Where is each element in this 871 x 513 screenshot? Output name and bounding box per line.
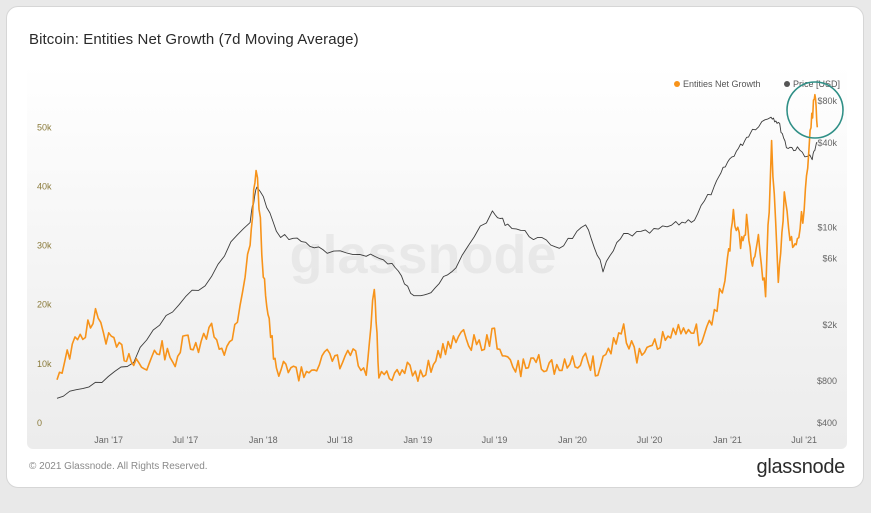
- x-axis-tick: Jul '21: [791, 435, 817, 445]
- x-axis-tick: Jan '21: [713, 435, 742, 445]
- x-axis-tick: Jan '17: [94, 435, 123, 445]
- highlight-circle: [786, 81, 844, 139]
- x-axis-tick: Jan '19: [404, 435, 433, 445]
- entities-net-growth-line: [56, 93, 819, 382]
- right-axis-tick: $10k: [817, 222, 837, 232]
- left-axis-tick: 20k: [37, 300, 52, 310]
- left-axis-tick: 0: [37, 418, 42, 428]
- brand-logo: glassnode: [756, 456, 846, 478]
- right-axis-tick: $80k: [817, 96, 837, 106]
- legend-swatch-net-growth: [674, 81, 680, 87]
- x-axis-tick: Jan '18: [249, 435, 278, 445]
- x-axis-tick: Jan '20: [558, 435, 587, 445]
- legend-label-net-growth: Entities Net Growth: [683, 79, 761, 89]
- x-axis-tick: Jul '19: [482, 435, 508, 445]
- legend-label-price: Price [USD]: [793, 79, 840, 89]
- right-axis-tick: $2k: [822, 320, 837, 330]
- right-axis-tick: $800: [817, 376, 837, 386]
- left-axis-tick: 10k: [37, 359, 52, 369]
- left-axis-tick: 30k: [37, 241, 52, 251]
- right-axis-tick: $400: [817, 418, 837, 428]
- price-line: [56, 116, 818, 399]
- left-axis-tick: 50k: [37, 122, 52, 132]
- watermark-text: glassnode: [289, 225, 556, 285]
- x-axis-tick: Jul '20: [637, 435, 663, 445]
- x-axis-tick: Jul '18: [327, 435, 353, 445]
- chart-card: Bitcoin: Entities Net Growth (7d Moving …: [6, 6, 864, 488]
- left-axis-tick: 40k: [37, 181, 52, 191]
- x-axis-tick: Jul '17: [172, 435, 198, 445]
- chart-svg: glassnode 0 10k 20k 30k 40k 50k $400 $800 $2k $6k $…: [37, 79, 844, 445]
- right-axis-tick: $6k: [822, 253, 837, 263]
- chart-title: Bitcoin: Entities Net Growth (7d Moving …: [29, 31, 359, 48]
- copyright-footer: © 2021 Glassnode. All Rights Reserved.: [29, 461, 208, 472]
- right-axis-tick: $40k: [817, 138, 837, 148]
- legend-swatch-price: [784, 81, 790, 87]
- plot-area: glassnode 0 10k 20k 30k 40k 50k $400 $800 $2k $6k $…: [27, 65, 847, 449]
